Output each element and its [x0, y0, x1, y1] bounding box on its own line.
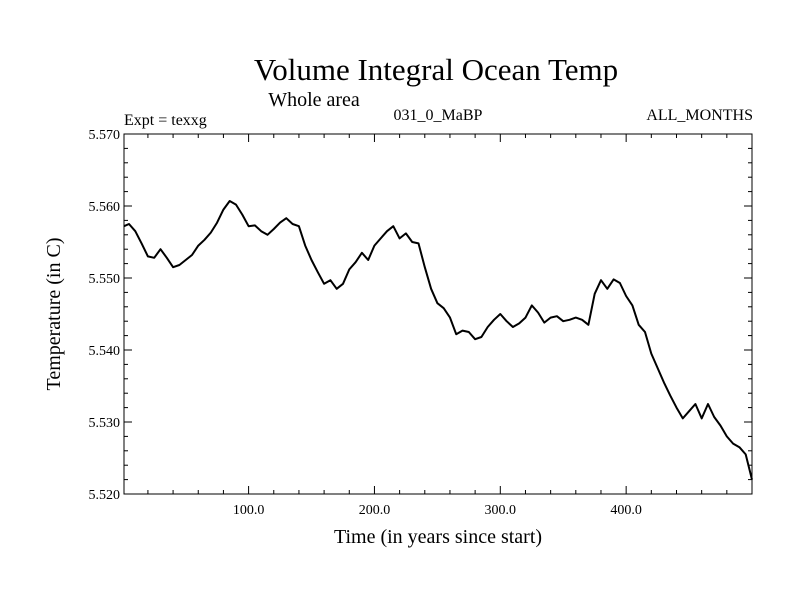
y-axis-label: Temperature (in C): [43, 238, 65, 391]
axis-ticks: 100.0 200.0 300.0 400.0 5.520 5.530 5.540 5.550…: [89, 128, 752, 518]
x-axis-label: Time (in years since start): [334, 526, 542, 548]
series-line: [123, 200, 753, 480]
experiment-label: Expt = texxg: [124, 112, 207, 129]
plot-frame: [123, 133, 753, 495]
x-tick-label: 100.0: [233, 503, 265, 518]
y-tick-label: 5.560: [89, 200, 121, 215]
x-tick-label: 400.0: [610, 503, 642, 518]
run-label: 031_0_MaBP: [394, 107, 483, 124]
y-tick-label: 5.570: [89, 128, 121, 143]
chart-subtitle: Whole area: [268, 89, 360, 111]
y-tick-label: 5.540: [89, 344, 121, 359]
period-label: ALL_MONTHS: [646, 107, 753, 124]
x-tick-label: 300.0: [485, 503, 517, 518]
chart-title: Volume Integral Ocean Temp: [254, 52, 618, 87]
y-tick-label: 5.550: [89, 272, 121, 287]
series-group: [123, 200, 753, 480]
y-tick-label: 5.530: [89, 416, 121, 431]
x-tick-label: 200.0: [359, 503, 391, 518]
y-tick-label: 5.520: [89, 488, 121, 503]
